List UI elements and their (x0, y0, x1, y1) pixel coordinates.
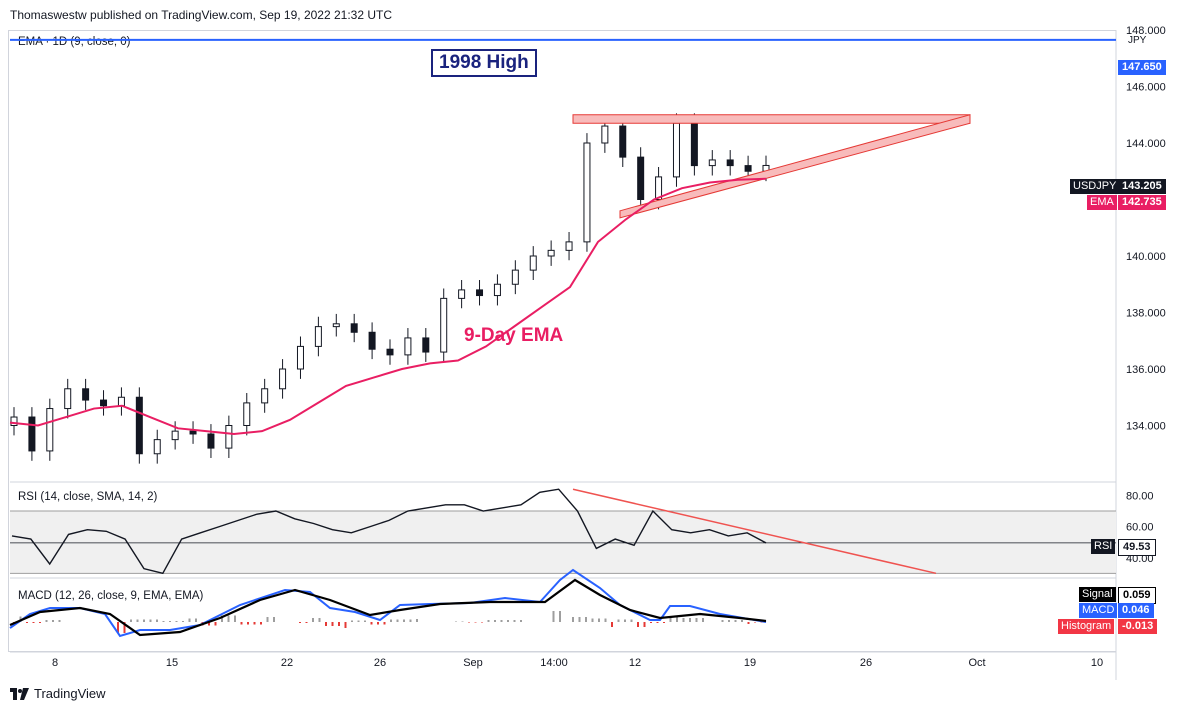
x-tick-label: 26 (374, 657, 386, 669)
candle (350, 323, 358, 333)
rsi-line (11, 488, 767, 575)
signal-line (9, 578, 767, 637)
ema-name-tag: EMA (1087, 195, 1117, 210)
candle (493, 283, 501, 297)
candle (565, 241, 573, 251)
price-tick-label: 148.000 (1126, 25, 1166, 37)
candle (601, 125, 609, 144)
candle (476, 289, 484, 297)
rsi-name-tag: RSI (1091, 539, 1116, 554)
candle (386, 348, 394, 356)
candle (690, 122, 698, 167)
candle (46, 408, 54, 452)
symbol-name-tag: USDJPY (1070, 179, 1120, 194)
histogram-value-tag: -0.013 (1118, 619, 1158, 634)
candle (619, 125, 627, 158)
x-tick-label: 10 (1091, 657, 1103, 669)
x-tick-label: Sep (463, 657, 483, 669)
candle (225, 425, 233, 449)
candle (28, 416, 36, 452)
candle (422, 337, 430, 353)
candle (82, 388, 90, 401)
x-tick-label: Oct (968, 657, 985, 669)
x-tick-label: 14:00 (540, 657, 568, 669)
candle (135, 396, 143, 455)
candle (64, 388, 72, 410)
histogram-name-tag: Histogram (1058, 619, 1115, 634)
signal-name-tag: Signal (1079, 587, 1116, 602)
candle (655, 176, 663, 200)
candle (404, 337, 412, 356)
x-tick-label: 8 (52, 657, 58, 669)
candle (207, 433, 215, 449)
candle (726, 159, 734, 167)
candle (10, 416, 18, 426)
rsi-trendline (572, 488, 937, 575)
price-tick-label: 146.000 (1126, 82, 1166, 94)
candle (672, 122, 680, 178)
x-tick-label: 26 (860, 657, 872, 669)
price-tick-label: 134.000 (1126, 421, 1166, 433)
x-tick-label: 22 (281, 657, 293, 669)
candle (296, 345, 304, 370)
candle (332, 323, 340, 328)
candle (243, 402, 251, 426)
candle (708, 159, 716, 167)
candle (100, 399, 108, 407)
high-price-tag: 147.650 (1118, 60, 1166, 75)
symbol-price-tag: 143.205 (1118, 179, 1166, 194)
tradingview-footer[interactable]: TradingView (10, 686, 106, 701)
x-tick-label: 12 (629, 657, 641, 669)
candle (583, 142, 591, 243)
macd-line (9, 568, 767, 638)
candle (314, 326, 322, 347)
rsi-value-tag: 49.53 (1118, 539, 1156, 556)
candle (511, 269, 519, 285)
x-tick-label: 15 (166, 657, 178, 669)
rsi-indicator-label: RSI (14, close, SMA, 14, 2) (18, 491, 158, 503)
macd-name-tag: MACD (1079, 603, 1118, 618)
rsi-tick-label: 60.00 (1126, 522, 1154, 534)
ema-price-tag: 142.735 (1118, 195, 1166, 210)
candle (547, 249, 555, 257)
x-tick-label: 19 (744, 657, 756, 669)
candle (744, 165, 752, 172)
triangle-bottom-band (619, 114, 971, 219)
candle (153, 439, 161, 455)
candle (171, 430, 179, 441)
triangle-top-band (572, 114, 971, 124)
signal-value-tag: 0.059 (1118, 587, 1156, 604)
high-annotation[interactable]: 1998 High (431, 49, 537, 77)
rsi-band (10, 511, 1116, 574)
candle (261, 388, 269, 404)
tradingview-logo-icon (10, 687, 29, 700)
candle (189, 430, 197, 435)
rsi-tick-label: 80.00 (1126, 490, 1154, 502)
candle (637, 156, 645, 200)
candle (529, 255, 537, 271)
price-tick-label: 144.000 (1126, 138, 1166, 150)
macd-value-tag: 0.046 (1118, 603, 1154, 618)
macd-indicator-label: MACD (12, 26, close, 9, EMA, EMA) (18, 590, 204, 602)
price-tick-label: 136.000 (1126, 364, 1166, 376)
candle (279, 368, 287, 390)
candle (117, 396, 125, 407)
currency-label: JPY (1128, 35, 1147, 46)
price-tick-label: 138.000 (1126, 308, 1166, 320)
price-tick-label: 140.000 (1126, 251, 1166, 263)
candle (458, 289, 466, 299)
ema-annotation[interactable]: 9-Day EMA (464, 325, 564, 346)
ema-line (9, 177, 767, 435)
candle (440, 297, 448, 353)
publisher-line: Thomaswestw published on TradingView.com… (10, 8, 392, 22)
footer-brand: TradingView (34, 686, 106, 701)
candle (368, 331, 376, 350)
